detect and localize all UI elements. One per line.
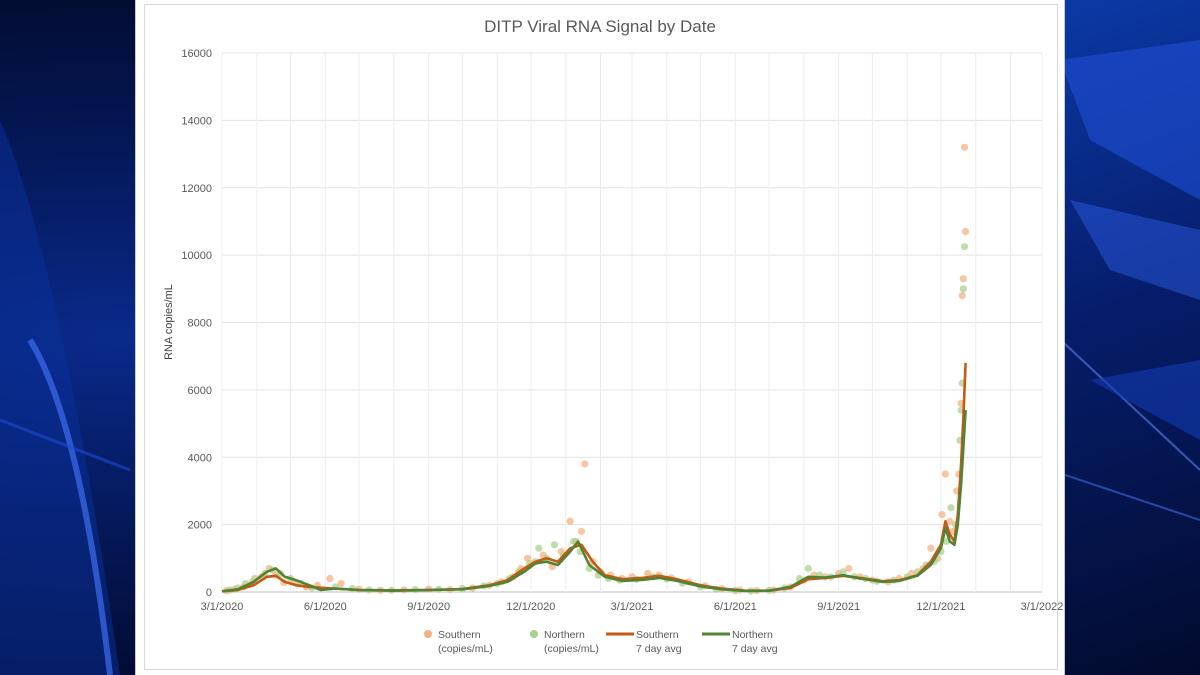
plot-area	[221, 143, 970, 595]
x-tick-labels: 3/1/2020 6/1/2020 9/1/2020 12/1/2020 3/1/202…	[201, 601, 1064, 613]
y-tick-label: 14000	[181, 115, 212, 127]
southern-point	[326, 574, 334, 583]
southern-point	[959, 275, 967, 283]
southern-point	[337, 579, 345, 588]
southern-avg-line	[221, 362, 967, 593]
x-tick-label: 9/1/2021	[817, 601, 860, 613]
southern-point	[960, 143, 969, 151]
southern-point	[566, 517, 574, 525]
legend-label: Northern	[732, 629, 773, 641]
legend-label: (copies/mL)	[544, 643, 599, 655]
southern-point	[962, 227, 970, 236]
x-tick-label: 6/1/2020	[304, 601, 347, 613]
northern-point	[550, 541, 559, 549]
y-tick-labels: 0 2000 4000 6000 8000 10000 12000 14000 16000	[181, 48, 212, 599]
southern-point	[644, 569, 652, 578]
legend-marker	[424, 630, 432, 638]
legend: Southern (copies/mL) Northern (copies/mL) So…	[424, 629, 778, 655]
southern-point	[946, 517, 954, 525]
legend-label: 7 day avg	[732, 643, 778, 655]
x-tick-label: 3/1/2022	[1021, 601, 1064, 613]
y-tick-label: 8000	[188, 318, 212, 330]
legend-label: Southern	[438, 629, 481, 641]
southern-point	[941, 470, 949, 478]
y-tick-label: 0	[206, 587, 212, 599]
chart-frame	[144, 4, 1058, 670]
y-tick-label: 2000	[188, 520, 212, 532]
chart-title: DITP Viral RNA Signal by Date	[484, 17, 716, 36]
y-axis-label: RNA copies/mL	[163, 284, 175, 360]
northern-point	[960, 243, 969, 251]
northern-point	[804, 564, 812, 573]
legend-label: 7 day avg	[636, 643, 682, 655]
x-tick-label: 12/1/2020	[506, 601, 555, 613]
northern-point	[959, 285, 967, 293]
legend-label: Northern	[544, 629, 585, 641]
northern-point	[947, 504, 955, 512]
x-tick-label: 9/1/2020	[407, 601, 450, 613]
northern-point	[535, 544, 543, 552]
x-tick-label: 12/1/2021	[916, 601, 965, 613]
y-tick-label: 6000	[188, 385, 212, 397]
northern-point	[839, 568, 847, 576]
x-tick-label: 3/1/2021	[611, 601, 654, 613]
legend-label: (copies/mL)	[438, 643, 493, 655]
southern-point	[938, 510, 946, 519]
x-tick-label: 3/1/2020	[201, 601, 244, 613]
chart-panel: DITP Viral RNA Signal by Date 0 2000 4000 6…	[136, 0, 1064, 675]
legend-label: Southern	[636, 629, 679, 641]
background-right-shapes	[1050, 40, 1200, 521]
chart-svg: DITP Viral RNA Signal by Date 0 2000 4000 6…	[163, 17, 1064, 655]
background-right	[1050, 0, 1200, 675]
y-tick-label: 12000	[181, 183, 212, 195]
x-tick-label: 6/1/2021	[714, 601, 757, 613]
northern-avg-line	[221, 410, 967, 593]
y-tick-label: 16000	[181, 48, 212, 60]
y-tick-label: 4000	[188, 452, 212, 464]
southern-point	[958, 291, 966, 300]
southern-point	[581, 460, 589, 468]
southern-point	[577, 527, 586, 535]
legend-marker	[530, 630, 538, 638]
y-tick-label: 10000	[181, 250, 212, 262]
southern-point	[927, 544, 935, 552]
southern-point	[845, 564, 853, 573]
gridlines	[221, 52, 1043, 593]
